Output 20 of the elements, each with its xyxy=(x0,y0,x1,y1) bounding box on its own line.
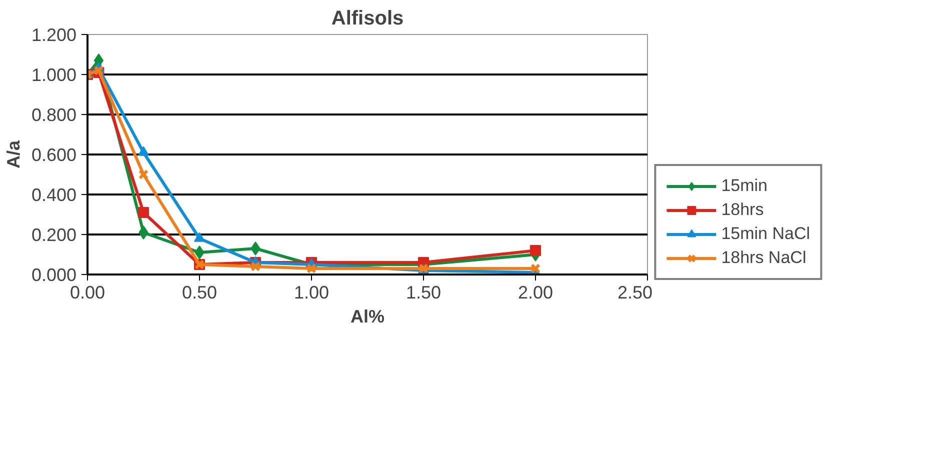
x-axis-title: Al% xyxy=(350,306,385,326)
legend-label: 18hrs xyxy=(721,200,764,220)
x-tick-label: 1.00 xyxy=(294,282,330,302)
x-tick-label: 0.00 xyxy=(70,282,106,302)
x-tick-label: 1.50 xyxy=(406,282,442,302)
y-tick-label: 1.000 xyxy=(31,65,77,85)
x-tick-label: 0.50 xyxy=(182,282,218,302)
legend-label: 15min xyxy=(721,176,768,196)
legend-label: 18hrs NaCl xyxy=(721,248,806,268)
x-tick-label: 2.50 xyxy=(617,282,653,302)
y-axis-title: A/a xyxy=(3,140,24,169)
legend-label: 15min NaCl xyxy=(721,224,810,244)
y-tick-label: 0.800 xyxy=(31,105,77,125)
x-tick-label: 2.00 xyxy=(518,282,554,302)
y-tick-label: 0.600 xyxy=(31,145,77,165)
y-tick-label: 1.200 xyxy=(31,25,77,45)
y-tick-label: 0.200 xyxy=(31,225,77,245)
y-tick-label: 0.400 xyxy=(31,185,77,205)
y-tick-label: 0.000 xyxy=(31,265,77,285)
chart-title: Alfisols xyxy=(331,8,404,30)
